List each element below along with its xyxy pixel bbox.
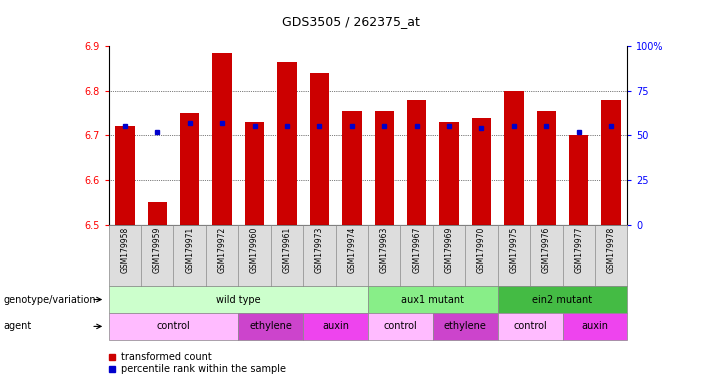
Bar (212, 53, 232, 225)
Text: GSM179969: GSM179969 (444, 227, 454, 273)
Text: auxin: auxin (322, 321, 349, 331)
Bar (368, 313, 433, 340)
Bar (245, 122, 264, 225)
Bar (238, 313, 303, 340)
Bar (180, 113, 199, 225)
Text: GSM179961: GSM179961 (283, 227, 292, 273)
Bar (504, 91, 524, 225)
Bar (310, 73, 329, 225)
Bar (342, 111, 362, 225)
Text: GSM179977: GSM179977 (574, 227, 583, 273)
Bar (433, 313, 498, 340)
Text: GSM179963: GSM179963 (380, 227, 389, 273)
Text: genotype/variation: genotype/variation (4, 295, 96, 305)
Bar (368, 286, 498, 313)
Text: transformed count: transformed count (121, 352, 212, 362)
Text: GSM179976: GSM179976 (542, 227, 551, 273)
Text: auxin: auxin (581, 321, 608, 331)
Bar (303, 313, 368, 340)
Text: GSM179971: GSM179971 (185, 227, 194, 273)
Bar (498, 313, 562, 340)
Bar (601, 99, 621, 225)
Bar (569, 135, 589, 225)
Bar (562, 313, 627, 340)
Text: GSM179974: GSM179974 (347, 227, 356, 273)
Text: GSM179970: GSM179970 (477, 227, 486, 273)
Text: ethylene: ethylene (444, 321, 486, 331)
Bar (109, 286, 368, 313)
Bar (472, 118, 491, 225)
Bar (537, 111, 556, 225)
Text: control: control (156, 321, 191, 331)
Text: percentile rank within the sample: percentile rank within the sample (121, 364, 286, 374)
Text: GSM179967: GSM179967 (412, 227, 421, 273)
Bar (109, 225, 627, 286)
Text: GSM179972: GSM179972 (217, 227, 226, 273)
Text: ethylene: ethylene (250, 321, 292, 331)
Bar (407, 99, 426, 225)
Text: GSM179975: GSM179975 (510, 227, 519, 273)
Text: GSM179978: GSM179978 (606, 227, 615, 273)
Bar (115, 126, 135, 225)
Text: control: control (383, 321, 417, 331)
Text: GDS3505 / 262375_at: GDS3505 / 262375_at (282, 15, 419, 28)
Text: GSM179958: GSM179958 (121, 227, 130, 273)
Text: agent: agent (4, 321, 32, 331)
Text: aux1 mutant: aux1 mutant (402, 295, 464, 305)
Bar (147, 202, 167, 225)
Text: control: control (513, 321, 547, 331)
Text: wild type: wild type (216, 295, 261, 305)
Bar (109, 313, 238, 340)
Bar (374, 111, 394, 225)
Bar (498, 286, 627, 313)
Text: GSM179960: GSM179960 (250, 227, 259, 273)
Bar (278, 62, 297, 225)
Text: GSM179973: GSM179973 (315, 227, 324, 273)
Text: ein2 mutant: ein2 mutant (533, 295, 592, 305)
Bar (440, 122, 458, 225)
Text: GSM179959: GSM179959 (153, 227, 162, 273)
